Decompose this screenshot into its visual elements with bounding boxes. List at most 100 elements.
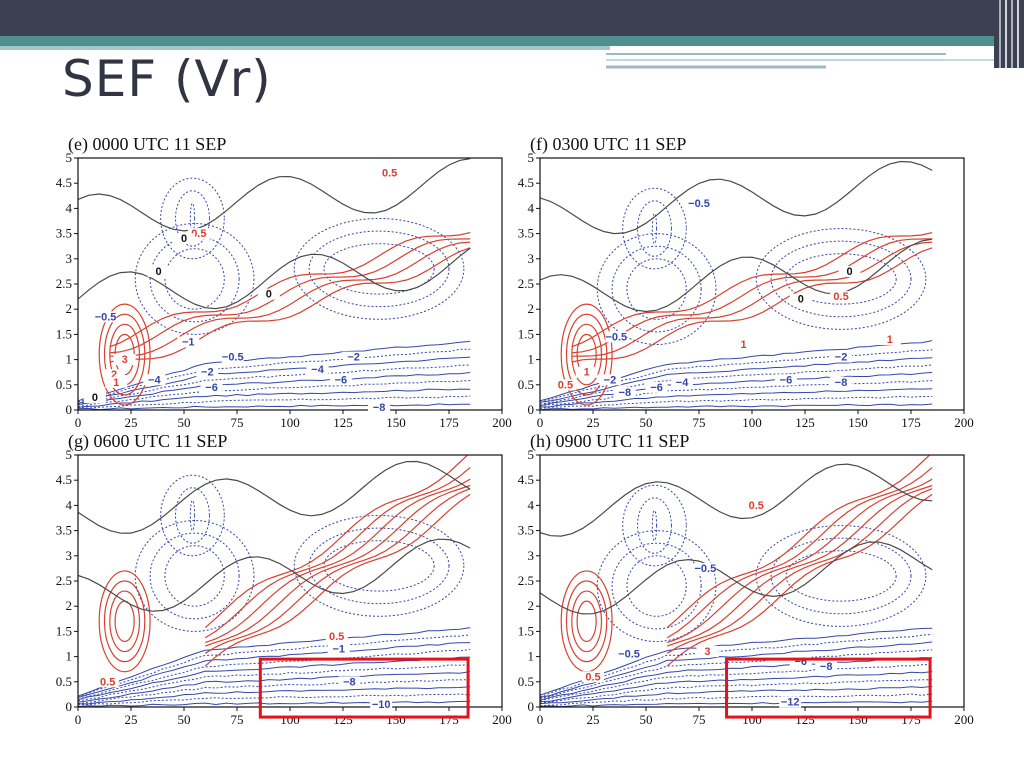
y-tick-label: 2.5 (56, 276, 72, 291)
x-tick-label: 50 (640, 712, 653, 727)
x-tick-label: 50 (178, 415, 191, 430)
contour-label-bg (329, 374, 352, 386)
negative-contour (770, 537, 912, 615)
negative-contour (78, 634, 471, 698)
negative-contour (626, 258, 687, 320)
negative-contour (78, 627, 471, 697)
positive-contour (109, 590, 141, 653)
y-tick-label: 3.5 (518, 523, 534, 538)
negative-contour (78, 380, 471, 407)
contour-label: 0 (155, 266, 161, 278)
zero-contour (78, 460, 471, 534)
contour-label: −10 (372, 699, 391, 711)
positive-contour (204, 455, 469, 629)
negative-contour (78, 686, 471, 705)
zero-contour (540, 160, 933, 235)
y-tick-label: 5 (528, 447, 535, 462)
contour-label: −0.5 (222, 352, 244, 364)
negative-contour (540, 679, 933, 704)
y-tick-label: 1 (66, 649, 73, 664)
contour-label: 0.5 (749, 500, 764, 512)
x-tick-label: 0 (75, 712, 82, 727)
positive-contour (571, 590, 603, 653)
positive-contour (103, 313, 146, 396)
y-tick-label: 0 (66, 699, 73, 714)
negative-contour (160, 474, 225, 557)
negative-contour (611, 245, 702, 333)
contour-label: −8 (343, 676, 356, 688)
contour-label-bg (96, 676, 119, 688)
contour-label-bg (598, 374, 621, 386)
y-tick-label: 1.5 (56, 326, 72, 341)
y-tick-label: 5 (66, 447, 73, 462)
negative-contour (78, 700, 471, 707)
positive-contour (571, 232, 933, 348)
contour-lines (540, 455, 933, 707)
contour-label: −1 (332, 644, 345, 656)
x-tick-label: 100 (742, 712, 762, 727)
contour-label-bg (815, 661, 838, 673)
contour-label: 0 (846, 266, 852, 278)
contour-label-bg (200, 381, 223, 393)
x-tick-label: 100 (280, 415, 300, 430)
x-tick-label: 200 (954, 415, 974, 430)
contour-label: −1 (182, 336, 195, 348)
contour-label-bg (306, 364, 329, 376)
contour-label: 1 (584, 367, 590, 379)
positive-contour (666, 484, 933, 647)
panel-title: (g) 0600 UTC 11 SEP (68, 431, 227, 452)
negative-contour (540, 349, 933, 403)
accent-band (0, 36, 1024, 46)
contour-label: −2 (347, 352, 360, 364)
contour-panel: 0 25 50 75 100 125 150 175 20000.511.522.533.544… (56, 134, 512, 430)
y-tick-label: 2 (528, 598, 535, 613)
negative-contour (755, 228, 927, 330)
contour-label-bg (94, 311, 117, 323)
negative-contour (540, 371, 933, 407)
positive-contour (204, 493, 471, 667)
contour-label-bg (370, 699, 393, 710)
contour-label: 0.5 (558, 379, 573, 391)
contour-label-bg (789, 293, 812, 305)
positive-contour (114, 600, 135, 643)
slide-title: SEF (Vr) (62, 50, 272, 108)
negative-contour (540, 671, 933, 703)
negative-contour (540, 627, 933, 696)
y-tick-label: 0.5 (518, 674, 534, 689)
positive-contour (666, 493, 933, 667)
x-tick-label: 100 (280, 712, 300, 727)
contour-label: −2 (201, 367, 214, 379)
contour-label-bg (645, 381, 668, 393)
positive-contour (560, 303, 613, 406)
negative-contour (540, 395, 933, 409)
contour-label-bg (830, 376, 853, 388)
positive-contour (103, 580, 146, 663)
y-tick-label: 3 (528, 251, 535, 266)
negative-contour (78, 403, 471, 410)
negative-contour (540, 685, 933, 705)
contour-label: 1 (740, 339, 746, 351)
contour-label-bg (173, 233, 195, 245)
y-tick-label: 0 (66, 402, 73, 417)
negative-contour (160, 177, 225, 260)
panel-title: (e) 0000 UTC 11 SEP (68, 134, 226, 155)
contour-label-bg (774, 374, 797, 386)
negative-contour (164, 545, 225, 607)
contour-label-bg (618, 648, 641, 660)
y-tick-label: 2.5 (518, 573, 534, 588)
x-tick-label: 25 (125, 712, 138, 727)
negative-contour (651, 212, 658, 245)
y-tick-label: 5 (528, 150, 535, 165)
contour-label: 0 (798, 294, 804, 306)
positive-contour (98, 570, 151, 673)
x-tick-label: 100 (742, 415, 762, 430)
x-tick-label: 75 (231, 712, 244, 727)
negative-contour (540, 649, 933, 699)
positive-contour (571, 323, 603, 386)
contour-label: 1 (887, 334, 893, 346)
negative-contour (78, 693, 471, 706)
negative-contour (770, 240, 912, 318)
contour-label-bg (745, 499, 768, 511)
x-tick-label: 150 (848, 712, 868, 727)
positive-contour (204, 466, 471, 639)
